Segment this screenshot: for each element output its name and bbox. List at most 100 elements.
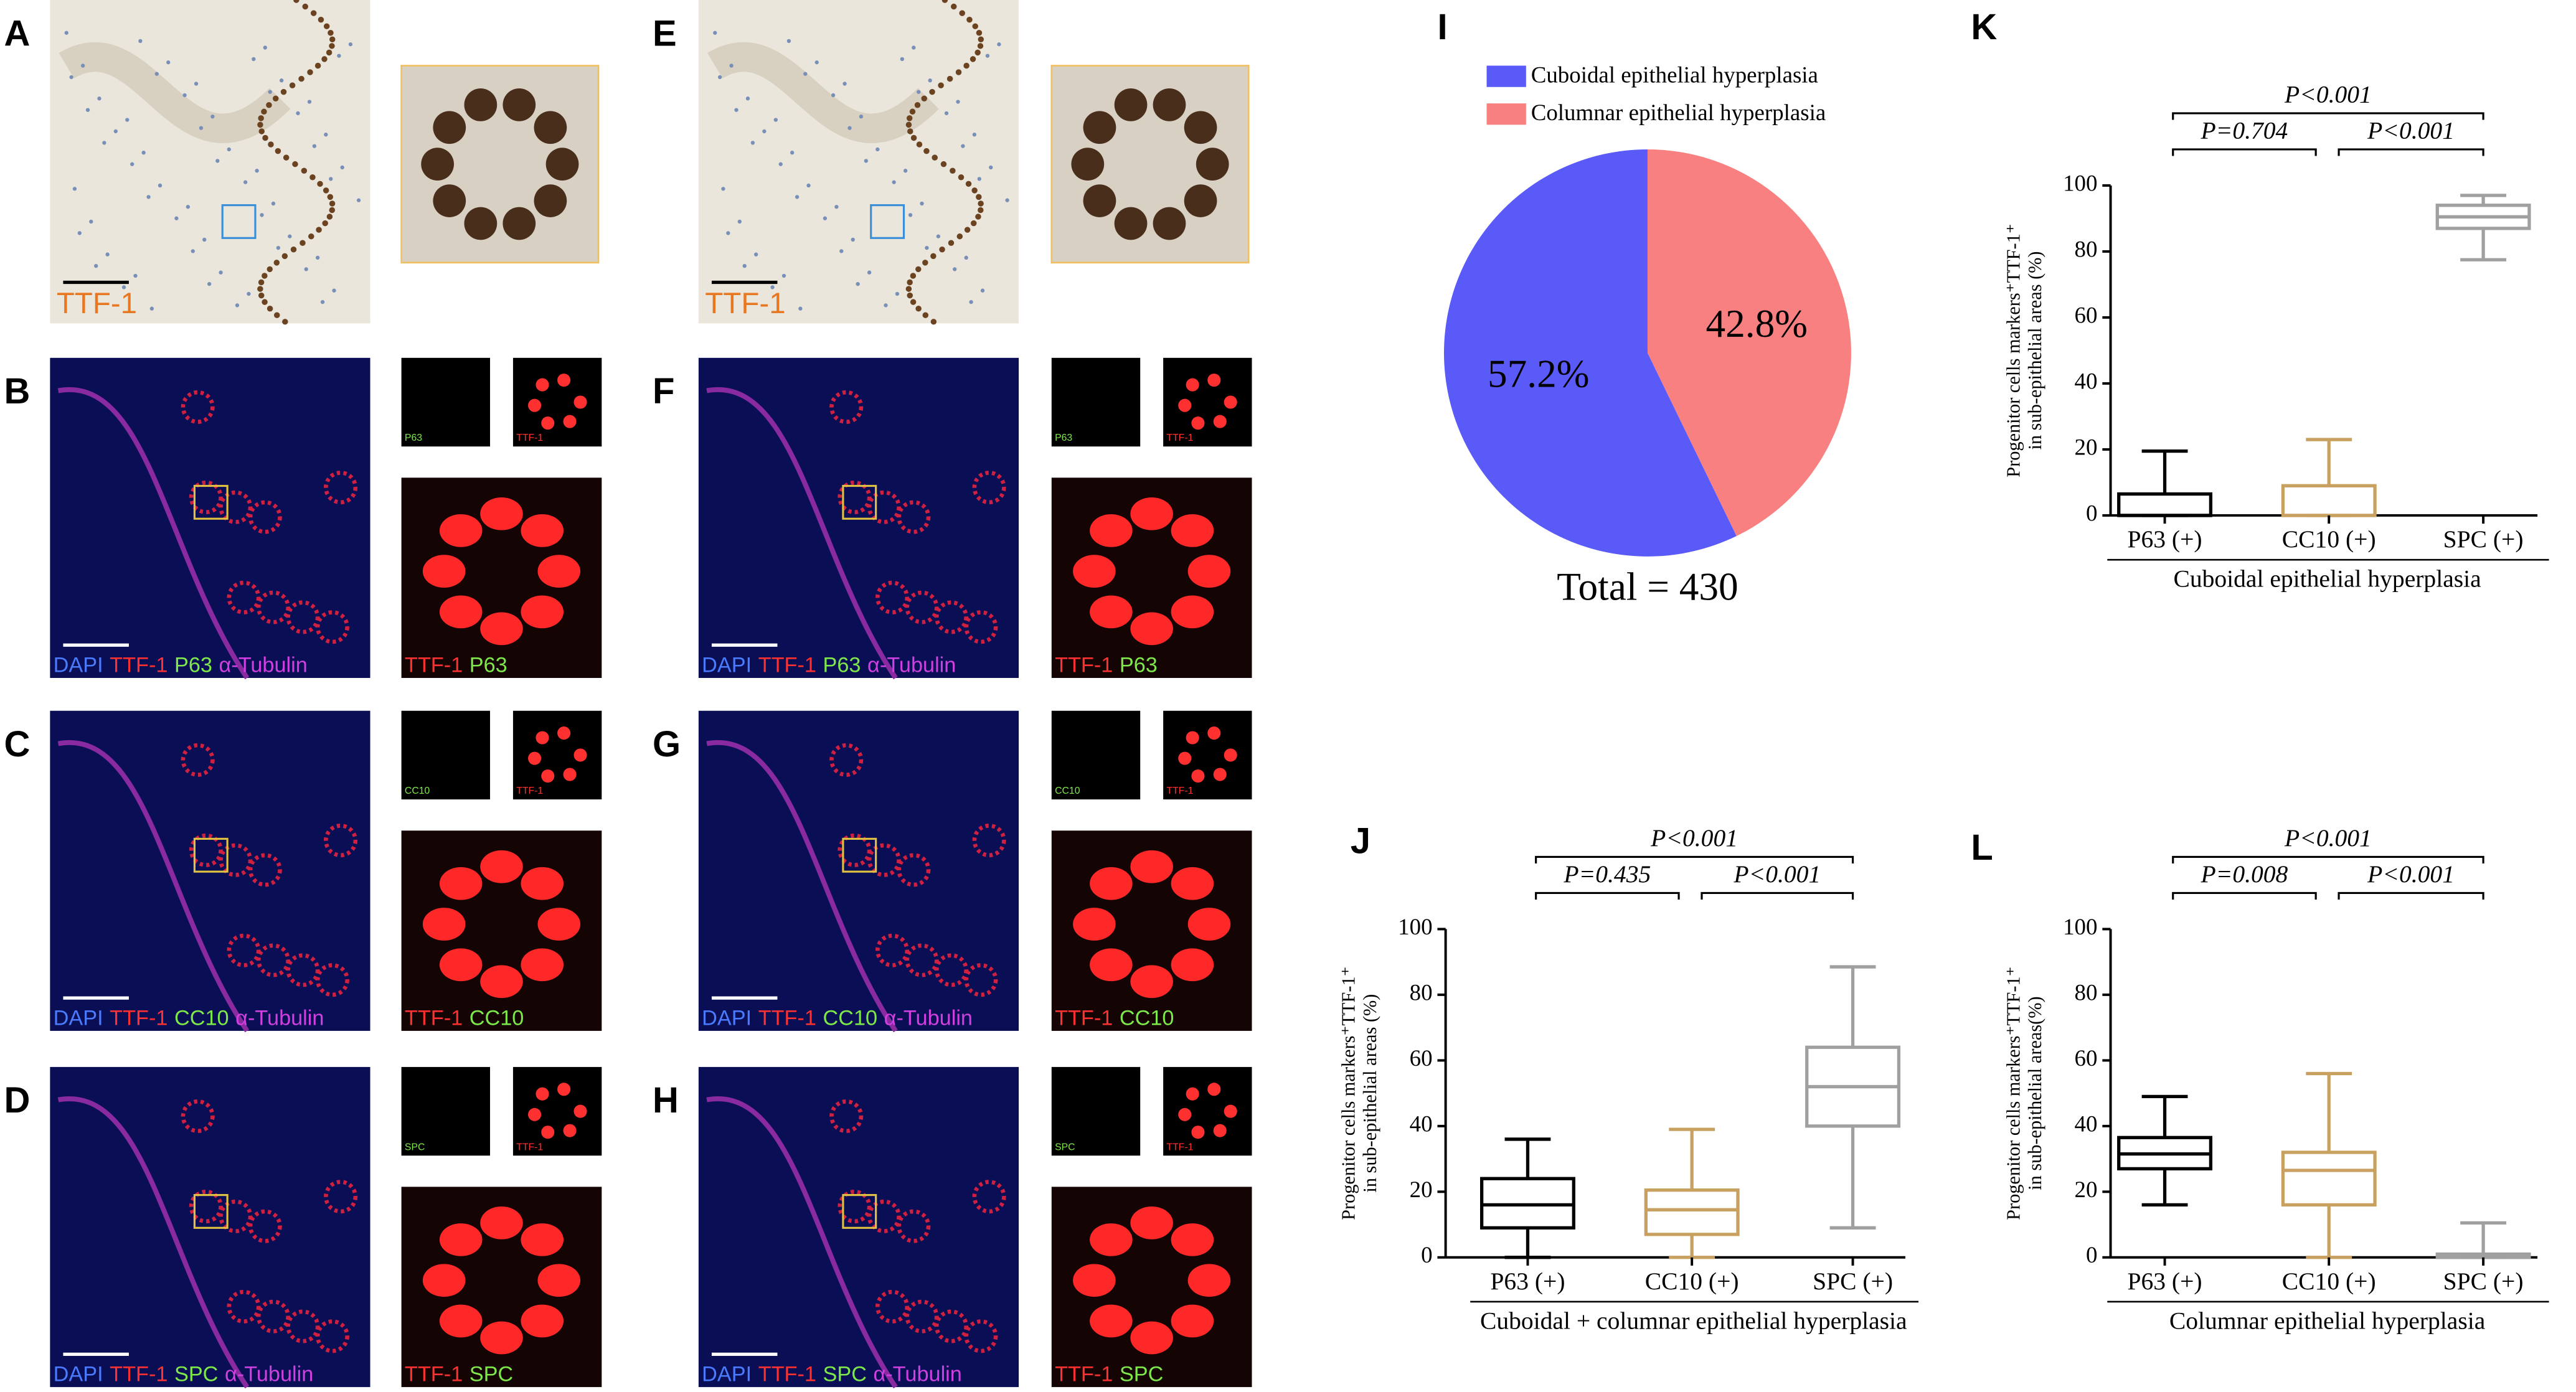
comparison-bracket: [1535, 855, 1854, 863]
gland: [897, 853, 931, 887]
x-tick-label: P63 (+): [2128, 1267, 2202, 1295]
nucleus: [905, 286, 912, 292]
channel-inset: [1163, 357, 1252, 447]
nucleus: [1153, 207, 1186, 240]
p-value: P=0.704: [2201, 117, 2288, 144]
legend-entry: DAPI: [54, 1363, 103, 1386]
gland: [189, 833, 223, 867]
nucleus: [439, 1223, 483, 1256]
cell: [928, 78, 932, 83]
legend-entry: α-Tubulin: [867, 654, 956, 677]
gland: [972, 1180, 1006, 1214]
nucleus: [972, 23, 978, 29]
x-tick-label: SPC (+): [1813, 1267, 1893, 1295]
gland: [286, 953, 320, 987]
cell: [956, 100, 960, 104]
cell: [279, 78, 284, 83]
inset-label: TTF-1: [1166, 1142, 1193, 1152]
gland: [897, 500, 931, 534]
nucleus: [978, 36, 984, 43]
cell: [64, 31, 68, 35]
nucleus: [573, 395, 587, 409]
cell: [332, 288, 336, 293]
gland: [934, 953, 968, 987]
panel-letter: A: [4, 13, 31, 54]
nucleus: [557, 1083, 571, 1096]
panel-letter: B: [4, 371, 31, 411]
channel-legend: DAPI TTF-1 SPC α-Tubulin: [702, 1363, 962, 1386]
cell: [166, 60, 171, 65]
nucleus: [323, 23, 330, 29]
gland: [324, 471, 358, 505]
nucleus: [940, 161, 947, 167]
total-label: Total = 430: [1557, 565, 1738, 609]
gland: [875, 1289, 910, 1324]
nucleus: [439, 867, 483, 900]
legend-entry: TTF-1: [405, 1363, 463, 1386]
panel-letter: L: [1971, 827, 1993, 868]
nucleus: [948, 240, 955, 246]
nucleus: [1153, 88, 1186, 121]
gland: [867, 1199, 901, 1233]
nucleus: [910, 299, 917, 305]
nucleus: [966, 16, 973, 23]
nucleus: [1083, 184, 1116, 217]
x-tick-label: P63 (+): [1490, 1267, 1565, 1295]
nucleus: [275, 148, 281, 154]
nucleus: [978, 207, 984, 214]
cell: [146, 195, 151, 199]
gland: [837, 1190, 872, 1224]
nucleus: [262, 299, 268, 305]
cell: [85, 108, 90, 112]
gland: [256, 943, 290, 977]
nucleus: [907, 128, 913, 134]
legend-entry: SPC: [1120, 1363, 1163, 1386]
gland: [837, 833, 872, 867]
comparison-bracket: [1701, 891, 1854, 900]
cell: [356, 198, 361, 202]
legend-label: Columnar epithelial hyperplasia: [1531, 100, 1826, 125]
nucleus: [1171, 1223, 1214, 1256]
channel-inset: [1163, 1066, 1252, 1156]
cell: [77, 231, 82, 235]
inset-label: TTF-1: [516, 433, 543, 443]
cell: [847, 126, 852, 130]
nucleus: [439, 595, 483, 629]
tissue-fold: [59, 42, 291, 143]
roi-box: [193, 484, 229, 520]
gland: [972, 824, 1006, 858]
cell: [247, 291, 251, 296]
cell: [191, 249, 195, 253]
nucleus: [521, 1223, 564, 1256]
cell: [186, 205, 191, 209]
nucleus: [1186, 731, 1199, 745]
cell: [737, 219, 742, 224]
nucleus: [1083, 111, 1116, 144]
nucleus: [301, 167, 308, 174]
gland: [219, 490, 253, 524]
nucleus: [480, 1206, 523, 1239]
box: [2281, 1150, 2377, 1207]
gland: [905, 1299, 939, 1333]
cell: [713, 31, 717, 35]
legend-entry: TTF-1: [758, 1006, 816, 1030]
cell: [133, 273, 138, 278]
gland: [964, 610, 998, 644]
y-tick-label: 40: [2075, 368, 2098, 393]
cell: [977, 177, 981, 181]
nucleus: [268, 141, 274, 148]
nucleus: [1191, 1126, 1205, 1139]
nucleus: [922, 312, 929, 319]
legend-entry: TTF-1: [405, 654, 463, 677]
nucleus: [1130, 1321, 1173, 1355]
legend-entry: TTF-1: [1055, 1006, 1113, 1030]
nucleus: [480, 965, 523, 999]
cell: [900, 57, 905, 62]
cell: [762, 129, 767, 134]
cell: [121, 285, 126, 289]
nucleus: [921, 95, 928, 101]
nucleus: [262, 134, 268, 141]
nucleus: [272, 95, 279, 101]
gland: [189, 480, 223, 514]
cell: [154, 72, 159, 76]
